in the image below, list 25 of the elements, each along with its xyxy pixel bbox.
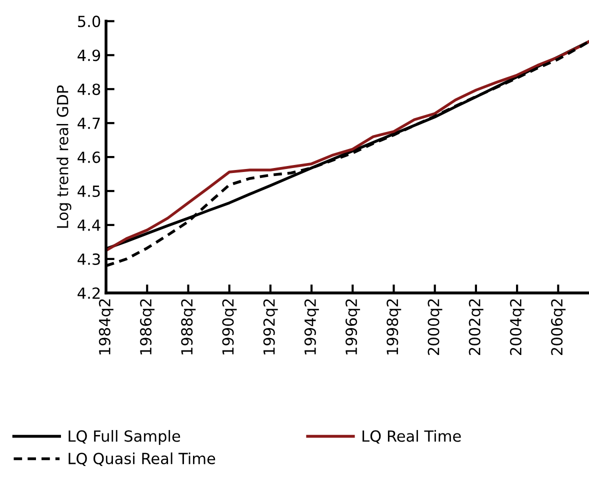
- y-tick-label: 4.5: [78, 186, 100, 198]
- y-axis-title: Log trend real GDP: [56, 85, 72, 228]
- x-tick-label: 2004q2: [510, 299, 524, 355]
- x-tick-label: 1986q2: [140, 299, 155, 354]
- x-tick-label: 2002q2: [468, 299, 484, 355]
- y-tick-label: 4.7: [78, 118, 100, 129]
- y-tick-label: 4.4: [78, 220, 100, 231]
- y-tick-label: 4.9: [78, 50, 100, 62]
- x-tick-label: 1996q2: [346, 299, 360, 354]
- x-tick-label: 1984q2: [98, 299, 114, 354]
- x-tick-label: 1998q2: [386, 299, 402, 354]
- y-tick-label: 4.8: [78, 84, 100, 96]
- y-tick-label: 4.2: [78, 287, 100, 299]
- y-tick-label: 5.0: [78, 16, 100, 28]
- y-tick-label: 4.3: [78, 253, 100, 265]
- y-tick-label: 4.6: [78, 152, 100, 164]
- x-tick-label: 2000q2: [428, 299, 442, 355]
- x-tick-label: 1988q2: [181, 299, 196, 354]
- legend-label: LQ Real Time: [362, 430, 461, 444]
- x-tick-label: 1994q2: [304, 299, 319, 354]
- x-tick-label: 1992q2: [263, 299, 278, 354]
- legend-label: LQ Quasi Real Time: [68, 452, 216, 466]
- legend-label: LQ Full Sample: [68, 430, 180, 445]
- x-tick-label: 1990q2: [222, 299, 237, 354]
- x-tick-label: 2006q2: [551, 299, 566, 355]
